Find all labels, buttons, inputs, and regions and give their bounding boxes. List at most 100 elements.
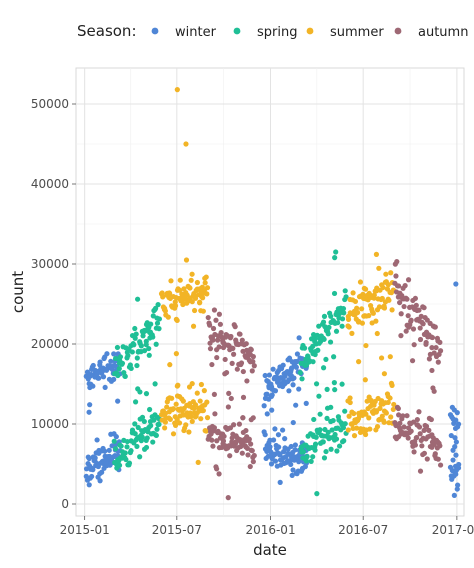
series-winter	[83, 281, 462, 499]
data-point	[111, 376, 117, 382]
series-autumn	[205, 259, 444, 501]
data-point	[214, 438, 220, 444]
data-point	[380, 284, 386, 291]
data-point	[394, 259, 400, 265]
data-point	[146, 345, 152, 352]
data-point	[147, 406, 153, 413]
data-point	[286, 388, 292, 394]
data-point	[250, 354, 256, 360]
data-point	[144, 435, 150, 441]
data-point	[286, 355, 293, 361]
data-point	[230, 345, 236, 351]
data-point	[333, 328, 340, 334]
data-point	[317, 427, 323, 433]
data-point	[169, 395, 175, 401]
data-point	[231, 351, 237, 357]
data-point	[412, 295, 418, 302]
data-point	[162, 419, 168, 425]
data-point	[109, 443, 115, 449]
data-point	[411, 342, 417, 348]
data-point	[346, 324, 352, 330]
data-point	[168, 278, 174, 284]
data-point	[232, 324, 238, 330]
data-point	[331, 354, 337, 360]
data-point	[362, 431, 369, 438]
data-point	[342, 408, 348, 414]
data-point	[339, 323, 345, 329]
data-point	[207, 322, 213, 328]
data-point	[327, 339, 334, 345]
data-point	[418, 313, 424, 319]
data-point	[226, 390, 232, 396]
legend-label-winter: winter	[175, 25, 217, 40]
data-point	[183, 422, 189, 428]
data-point	[269, 407, 275, 413]
data-point	[453, 439, 459, 445]
data-point	[360, 291, 366, 297]
data-point	[455, 482, 461, 488]
data-point	[300, 449, 307, 455]
data-point	[113, 434, 119, 440]
data-point	[336, 443, 343, 449]
data-point	[231, 422, 237, 428]
data-point	[405, 277, 412, 283]
data-point	[188, 413, 194, 420]
data-point	[189, 381, 195, 387]
data-point	[371, 292, 377, 298]
data-point	[390, 406, 396, 413]
data-point	[177, 277, 183, 283]
data-point	[312, 336, 318, 342]
data-point	[282, 436, 288, 442]
data-point	[214, 354, 220, 361]
data-point	[203, 428, 209, 434]
data-point	[90, 362, 96, 369]
data-point	[312, 351, 318, 358]
data-point	[228, 333, 234, 340]
data-point	[302, 345, 308, 351]
data-point	[124, 438, 130, 445]
data-point	[237, 331, 243, 337]
data-point	[114, 344, 121, 351]
data-point	[189, 271, 195, 277]
data-point	[346, 413, 352, 419]
data-point	[292, 442, 298, 448]
data-point	[154, 320, 161, 326]
data-point	[349, 330, 355, 336]
data-point	[87, 402, 93, 408]
data-point	[117, 354, 124, 360]
data-point	[192, 295, 199, 301]
data-point	[333, 436, 340, 442]
data-point	[150, 439, 156, 445]
data-point	[261, 403, 267, 409]
data-point	[354, 309, 361, 316]
data-point	[396, 412, 402, 418]
data-point	[423, 339, 429, 346]
legend-key-summer	[306, 27, 314, 35]
data-point	[294, 358, 300, 365]
data-point	[172, 422, 179, 428]
data-point	[416, 307, 422, 313]
data-point	[146, 352, 152, 358]
data-point	[347, 395, 353, 401]
data-point	[316, 323, 322, 329]
data-point	[201, 388, 207, 394]
data-point	[135, 424, 141, 431]
data-point	[268, 461, 275, 467]
data-point	[417, 468, 424, 474]
data-point	[211, 307, 218, 313]
data-point	[83, 473, 89, 479]
data-point	[134, 443, 140, 450]
data-point	[262, 432, 268, 438]
data-point	[225, 495, 231, 501]
data-point	[316, 393, 322, 399]
data-point	[320, 439, 326, 445]
data-point	[310, 359, 316, 365]
data-point	[408, 428, 414, 434]
data-point	[417, 325, 423, 331]
data-point	[172, 303, 179, 309]
data-point	[165, 314, 171, 320]
data-point	[374, 330, 380, 337]
x-tick-label: 2017-01	[432, 523, 474, 537]
data-point	[176, 420, 183, 426]
data-point	[312, 441, 319, 447]
